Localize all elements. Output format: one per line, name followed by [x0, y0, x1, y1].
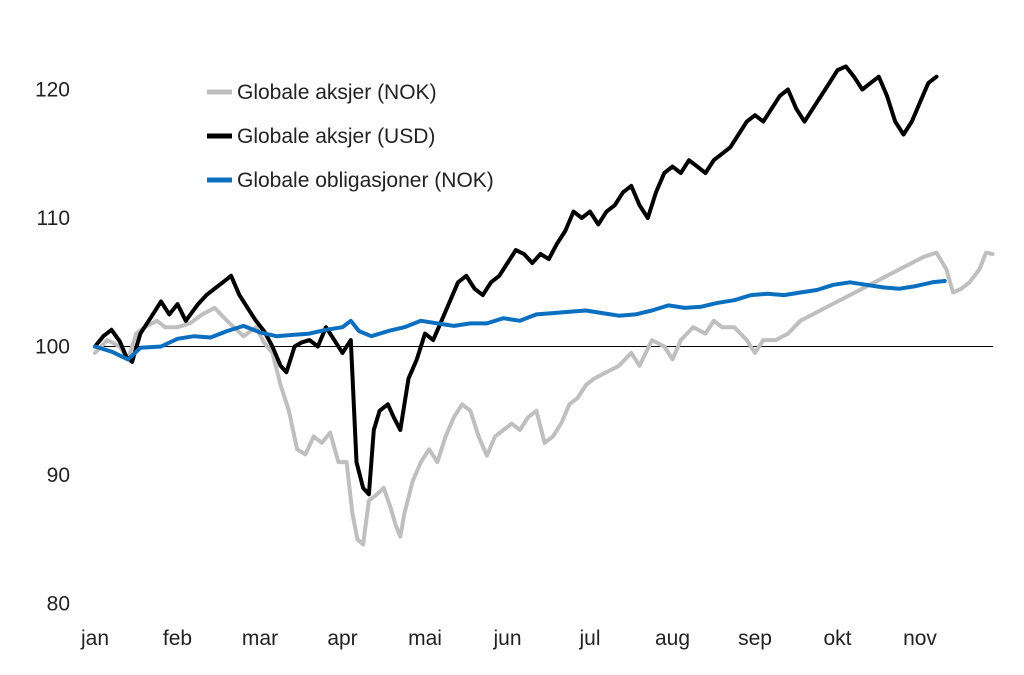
y-tick-label: 120 — [35, 79, 70, 102]
x-tick-label-mai: mai — [408, 627, 442, 650]
y-tick-label: 80 — [47, 593, 70, 616]
x-tick-label-okt: okt — [823, 627, 851, 650]
x-tick-label-sep: sep — [738, 627, 772, 650]
legend: Globale aksjer (NOK) Globale aksjer (USD)… — [207, 81, 494, 192]
legend-label-1: Globale aksjer (NOK) — [237, 81, 437, 104]
series-line-3 — [93, 279, 947, 362]
series-group — [93, 64, 995, 547]
y-tick-label: 110 — [37, 207, 70, 230]
x-tick-label-jan: jan — [80, 627, 109, 650]
legend-label-3: Globale obligasjoner (NOK) — [237, 169, 494, 192]
x-tick-label-jun: jun — [492, 627, 521, 650]
y-tick-label: 100 — [35, 336, 70, 359]
y-tick-label: 90 — [47, 464, 70, 487]
x-tick-label-nov: nov — [903, 627, 937, 650]
series-line-1 — [93, 250, 995, 547]
x-tick-label-aug: aug — [655, 627, 690, 650]
x-tick-label-feb: feb — [163, 627, 192, 650]
x-tick-label-jul: jul — [578, 627, 600, 650]
x-tick-label-mar: mar — [242, 627, 278, 650]
series-line-2 — [93, 64, 939, 497]
x-axis: jan feb mar apr mai jun jul aug sep okt nov — [80, 627, 937, 650]
legend-label-2: Globale aksjer (USD) — [237, 125, 435, 148]
y-axis: 80 90 100 110 120 — [35, 79, 70, 616]
x-tick-label-apr: apr — [327, 627, 357, 650]
